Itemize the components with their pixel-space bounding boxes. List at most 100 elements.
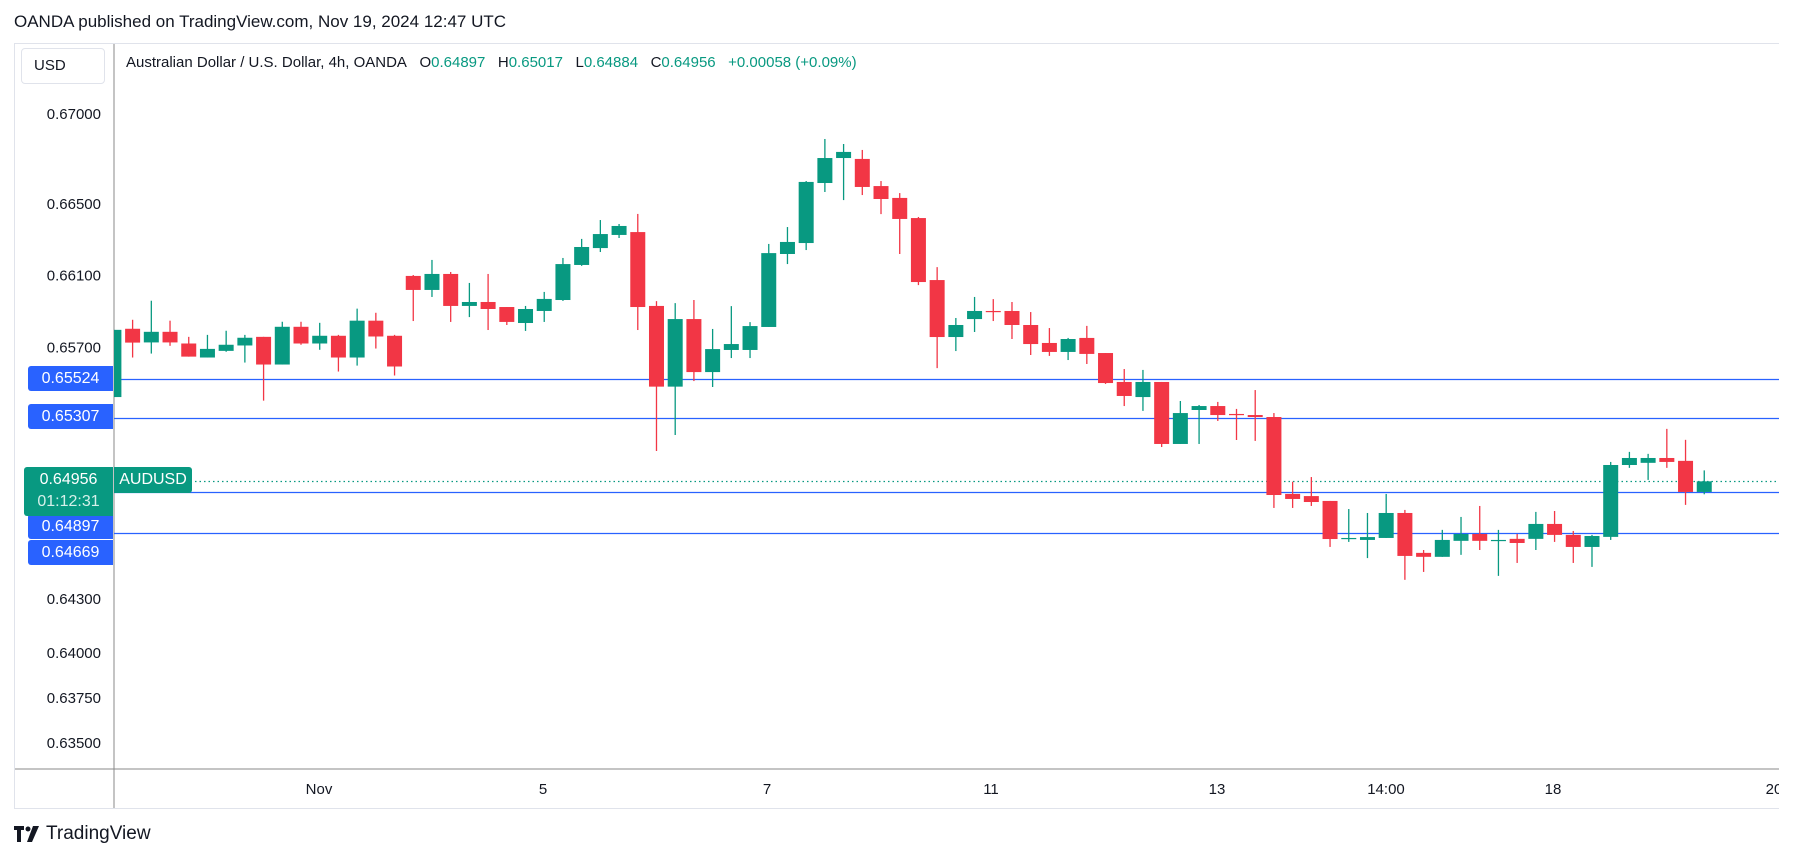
candle-up	[199, 348, 215, 358]
y-tick-label: 0.67000	[47, 106, 101, 123]
candle-down	[256, 336, 272, 365]
candle-down	[1678, 460, 1694, 492]
candle-down	[330, 335, 346, 358]
candle-up	[143, 331, 159, 343]
candle-down	[443, 273, 459, 306]
candle-down	[1322, 500, 1338, 540]
tradingview-logo[interactable]: TradingView	[14, 823, 151, 845]
candle-up	[1172, 413, 1188, 444]
x-tick-label: 18	[1545, 781, 1562, 798]
candle-up	[1341, 537, 1357, 540]
candle-down	[1472, 534, 1488, 541]
candle-up	[349, 320, 365, 358]
candle-down	[293, 326, 309, 344]
y-tick-label: 0.64300	[47, 591, 101, 608]
candle-up	[1060, 339, 1076, 352]
x-tick-label: Nov	[306, 781, 333, 798]
candle-down	[910, 218, 926, 283]
candle-down	[1004, 310, 1020, 325]
symbol-tag: AUDUSD	[114, 467, 192, 493]
price-tag-line-4[interactable]: 0.64669	[28, 540, 113, 565]
candle-down	[1116, 381, 1132, 396]
candle-down	[181, 343, 197, 357]
candle-up	[1696, 481, 1712, 492]
candle-up	[218, 344, 234, 351]
candle-down	[1154, 381, 1170, 444]
candle-up	[779, 241, 795, 255]
candle-up	[1621, 457, 1637, 465]
current-price-tag: 0.64956 01:12:31	[24, 467, 113, 516]
current-price: 0.64956	[39, 471, 98, 488]
x-tick-label: 14:00	[1367, 781, 1405, 798]
candle-down	[929, 280, 945, 338]
candle-down	[873, 186, 889, 200]
candle-down	[985, 310, 1001, 313]
candle-up	[461, 301, 477, 306]
candle-down	[1547, 523, 1563, 535]
candle-down	[1397, 512, 1413, 556]
candle-down	[1659, 457, 1675, 462]
legend-low-label: L	[575, 54, 584, 71]
candle-up	[1378, 512, 1394, 538]
candle-up	[536, 298, 552, 311]
candle-up	[798, 181, 814, 244]
chart-legend: Australian Dollar / U.S. Dollar, 4h, OAN…	[126, 54, 857, 71]
x-tick-label: 11	[983, 781, 999, 798]
price-tag-line-1[interactable]: 0.65524	[28, 366, 113, 391]
candle-up	[1603, 464, 1619, 537]
candle-down	[480, 301, 496, 309]
candle-up	[667, 319, 683, 387]
candle-up	[237, 337, 253, 346]
candle-up	[1434, 539, 1450, 557]
candle-up	[1191, 406, 1207, 410]
candle-down	[1041, 342, 1057, 352]
chart-panel[interactable]: 0.67000 0.66500 0.66100 0.65700 0.64300 0.640…	[14, 43, 1779, 809]
candle-up	[574, 246, 590, 265]
candle-down	[1303, 496, 1319, 503]
candle-down	[686, 319, 702, 373]
y-tick-label: 0.66500	[47, 196, 101, 213]
candle-down	[1416, 552, 1432, 557]
currency-button[interactable]: USD	[21, 48, 105, 84]
candle-up	[705, 349, 721, 373]
candle-up	[1359, 537, 1375, 540]
y-tick-label: 0.63500	[47, 735, 101, 752]
candle-down	[1266, 417, 1282, 496]
candle-up	[555, 264, 571, 301]
candle-down	[162, 331, 178, 343]
published-caption: OANDA published on TradingView.com, Nov …	[14, 12, 507, 31]
x-tick-label: 20	[1766, 781, 1779, 798]
y-tick-label: 0.66100	[47, 268, 101, 285]
candle-up	[312, 335, 328, 344]
plot-area[interactable]	[106, 138, 1779, 580]
price-tag-line-3[interactable]: 0.64897	[28, 514, 113, 539]
tradingview-wordmark: TradingView	[46, 823, 151, 844]
x-tick-label: 5	[539, 781, 547, 798]
legend-title: Australian Dollar / U.S. Dollar, 4h, OAN…	[126, 54, 407, 71]
candle-down	[1023, 324, 1039, 345]
legend-close-label: C	[650, 54, 662, 71]
candle-down	[387, 335, 403, 367]
legend-close: 0.64956	[661, 54, 716, 71]
legend-high: 0.65017	[508, 54, 563, 71]
candlestick-chart[interactable]: 0.67000 0.66500 0.66100 0.65700 0.64300 0.640…	[15, 44, 1779, 808]
candle-down	[854, 158, 870, 187]
price-tag-line-2[interactable]: 0.65307	[28, 404, 113, 429]
x-tick-label: 13	[1209, 781, 1226, 798]
x-tick-label: 7	[763, 781, 771, 798]
candle-down	[1247, 415, 1263, 418]
candle-up	[1490, 539, 1506, 542]
candle-down	[405, 275, 421, 290]
candle-up	[742, 326, 758, 350]
candle-up	[592, 234, 608, 249]
candle-down	[648, 305, 664, 387]
candle-up	[761, 253, 777, 327]
candle-down	[892, 197, 908, 219]
candle-up	[836, 151, 852, 159]
candle-up	[1584, 535, 1600, 547]
legend-open: 0.64897	[431, 54, 486, 71]
legend-open-label: O	[419, 54, 432, 71]
bar-countdown: 01:12:31	[37, 493, 100, 510]
candle-up	[424, 273, 440, 290]
tradingview-logo-icon	[14, 826, 39, 842]
